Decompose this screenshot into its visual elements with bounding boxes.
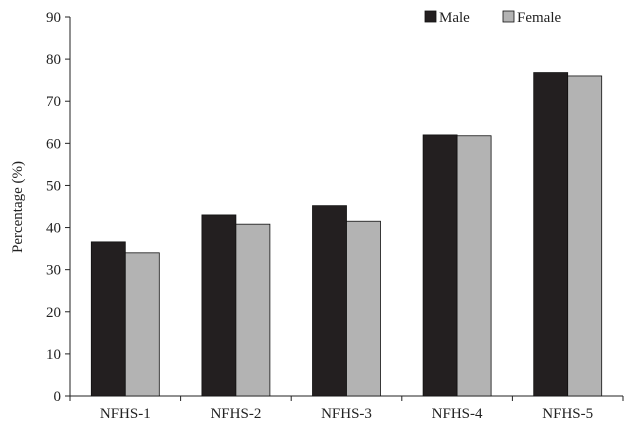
legend: Male Female xyxy=(424,10,561,26)
y-tick-label: 80 xyxy=(46,52,61,68)
legend-label-male: Male xyxy=(439,10,470,26)
y-tick-label: 90 xyxy=(46,10,61,26)
y-tick-label: 0 xyxy=(54,389,62,405)
x-tick-label: NFHS-3 xyxy=(321,406,372,422)
y-tick-label: 40 xyxy=(46,221,61,237)
y-tick-label: 10 xyxy=(46,347,61,363)
x-tick-label: NFHS-2 xyxy=(210,406,261,422)
x-tick-label: NFHS-4 xyxy=(432,406,483,422)
bar-female-nfhs-5 xyxy=(567,75,603,397)
legend-swatch-male xyxy=(424,10,437,23)
y-tick-label: 20 xyxy=(46,305,61,321)
plot-area: 0 10 20 30 40 50 60 70 80 90 NFHS-1 NFHS-2 NFHS-3 NFH… xyxy=(46,10,624,422)
x-tick-label: NFHS-1 xyxy=(100,406,151,422)
bar-female-nfhs-2 xyxy=(235,223,271,397)
y-axis-title: Percentage (%) xyxy=(10,161,26,253)
bar-male-nfhs-5 xyxy=(533,72,569,397)
bar-male-nfhs-1 xyxy=(90,241,126,397)
bar-female-nfhs-4 xyxy=(456,135,492,397)
legend-swatch-female xyxy=(502,10,515,23)
y-tick-label: 30 xyxy=(46,263,61,279)
y-tick-label: 70 xyxy=(46,94,61,110)
legend-label-female: Female xyxy=(517,10,561,26)
bar-male-nfhs-3 xyxy=(312,205,347,397)
bar-female-nfhs-1 xyxy=(124,252,160,397)
bar-female-nfhs-3 xyxy=(346,220,381,397)
y-tick-label: 60 xyxy=(46,136,61,152)
x-tick-label: NFHS-5 xyxy=(542,406,593,422)
bar-male-nfhs-4 xyxy=(422,134,458,397)
bar-male-nfhs-2 xyxy=(201,214,237,397)
y-tick-label: 50 xyxy=(46,178,61,194)
